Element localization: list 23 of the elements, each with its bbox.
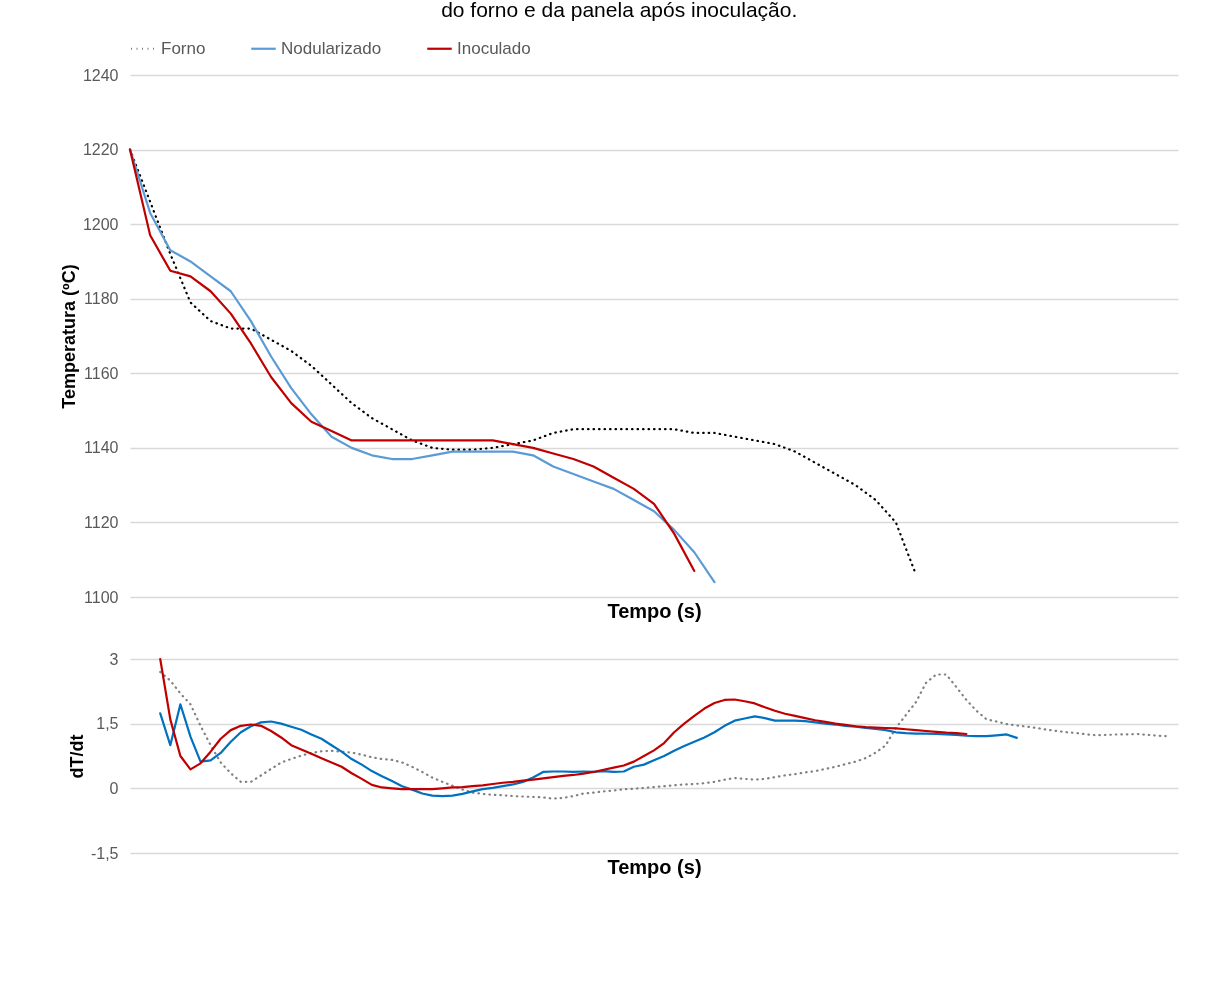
y-axis-title: dT/dt	[66, 734, 87, 779]
y-tick-label: 1220	[82, 141, 119, 159]
line-series	[159, 657, 968, 791]
y-tick-label: 1100	[84, 588, 119, 606]
chart-title: do forno e da panela após inoculação.	[441, 0, 798, 21]
legend-label: Inoculado	[457, 38, 531, 58]
y-tick-label: 0	[109, 779, 119, 797]
y-tick-label: -1,5	[90, 844, 119, 862]
y-axis-title: Temperatura (ºC)	[58, 264, 79, 409]
y-tick-label: 1160	[84, 364, 119, 382]
y-tick-label: 3	[109, 650, 119, 668]
y-tick-label: 1180	[84, 290, 119, 308]
y-tick-label: 1140	[84, 439, 119, 457]
y-tick-label: 1200	[82, 215, 119, 233]
legend-label: Nodularizado	[281, 38, 382, 58]
y-tick-label: 1,5	[96, 715, 119, 733]
x-axis-title: Tempo (s)	[607, 599, 702, 622]
line-series	[159, 670, 1170, 800]
x-axis-title: Tempo (s)	[607, 855, 702, 878]
legend-label: Forno	[161, 38, 206, 58]
y-tick-label: 1120	[84, 513, 119, 531]
y-tick-label: 1240	[82, 66, 119, 84]
line-series	[159, 703, 1018, 798]
